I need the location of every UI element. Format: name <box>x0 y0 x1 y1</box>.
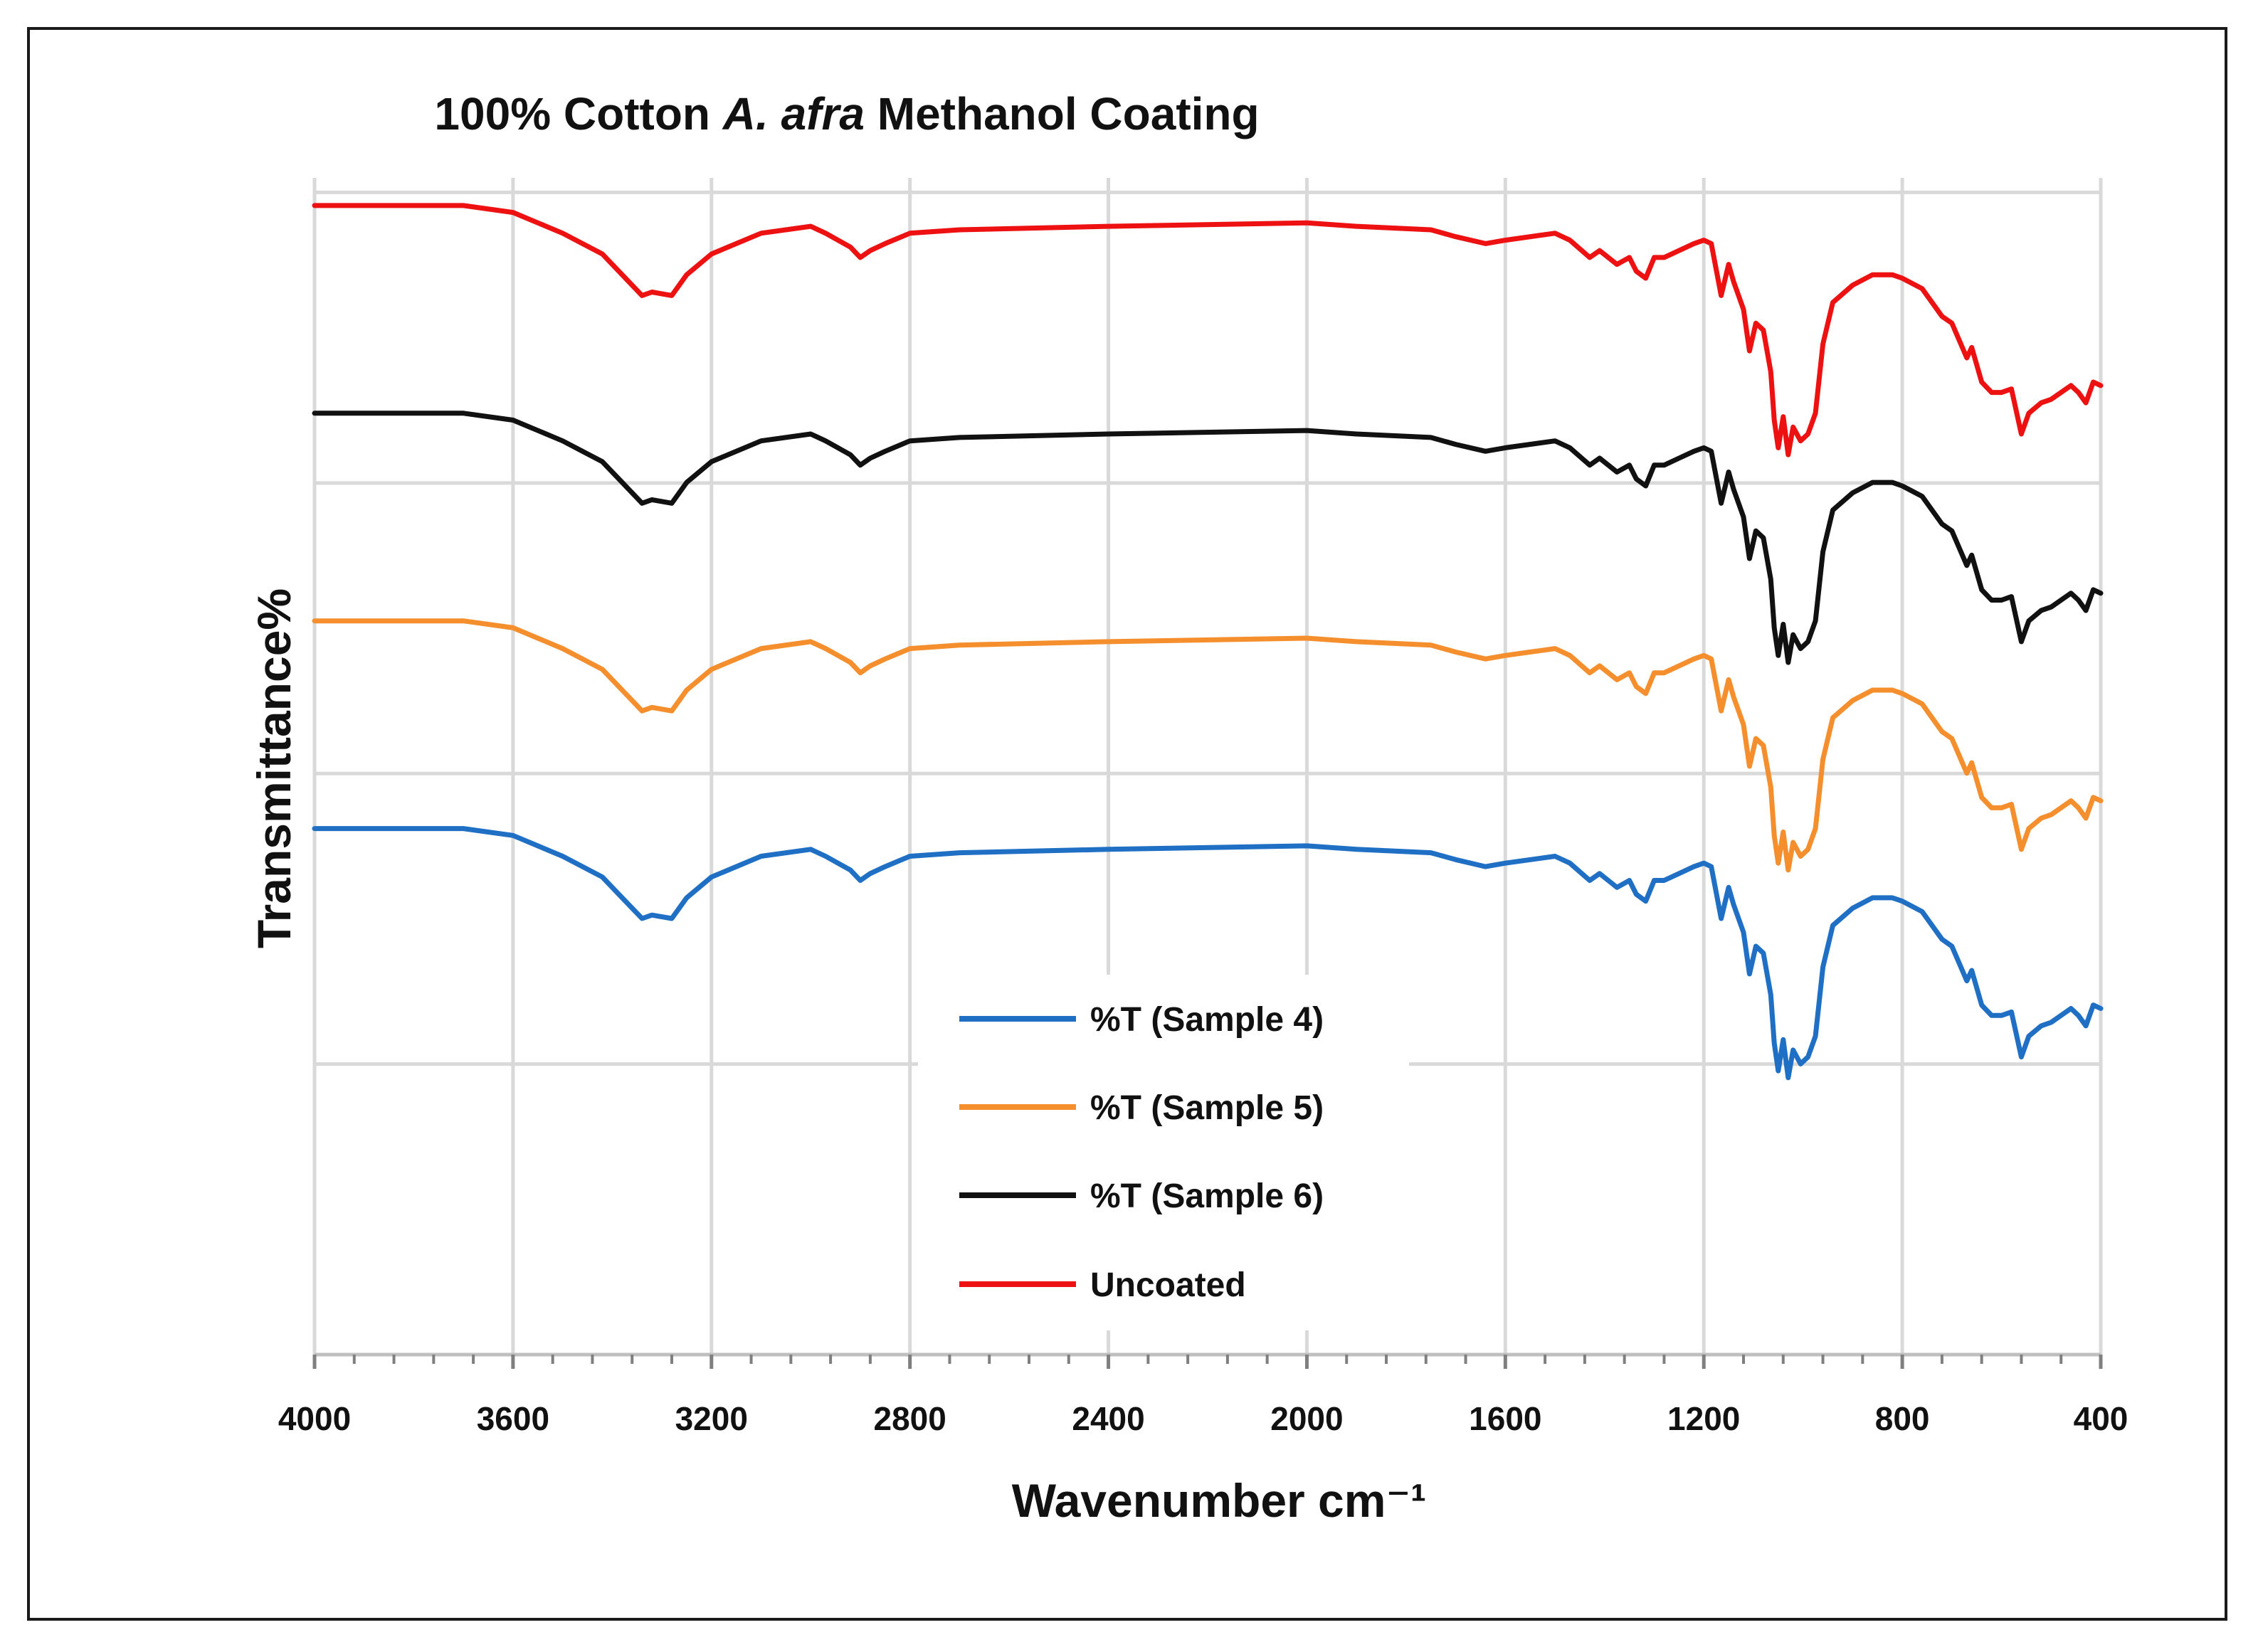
legend-background <box>918 975 1409 1330</box>
legend-label-3: %T (Sample 6) <box>1090 1177 1324 1215</box>
x-tick-label-3600: 3600 <box>477 1400 549 1437</box>
x-tick-label-2400: 2400 <box>1072 1400 1144 1437</box>
x-axis: 4000 3600 3200 2800 2400 2000 1600 1200 800 400 <box>278 1352 2129 1437</box>
series-line-t-sample-6 <box>312 411 2104 665</box>
y-axis-label: Transmittance% <box>248 588 300 948</box>
x-tick-label-3200: 3200 <box>675 1400 748 1437</box>
x-tick-label-1600: 1600 <box>1469 1400 1541 1437</box>
chart-title: 100% Cotton A. afra Methanol Coating <box>434 88 1259 139</box>
legend: %T (Sample 4) %T (Sample 5) %T (Sample 6) U… <box>918 975 1409 1330</box>
x-tick-label-2000: 2000 <box>1270 1400 1343 1437</box>
legend-label-2: %T (Sample 5) <box>1090 1089 1324 1127</box>
x-tick-label-1200: 1200 <box>1667 1400 1740 1437</box>
x-tick-label-4000: 4000 <box>278 1400 351 1437</box>
series-line-t-sample-4 <box>312 826 2104 1081</box>
series-line-t-sample-5 <box>312 618 2104 873</box>
x-tick-label-2800: 2800 <box>873 1400 946 1437</box>
legend-label-4: Uncoated <box>1090 1266 1246 1304</box>
series-line-uncoated <box>312 203 2104 457</box>
series-group <box>312 203 2104 1081</box>
legend-label-1: %T (Sample 4) <box>1090 1001 1324 1039</box>
x-axis-label: Wavenumber cm⁻¹ <box>1012 1474 1427 1527</box>
x-tick-label-800: 800 <box>1875 1400 1930 1437</box>
x-tick-label-400: 400 <box>2074 1400 2129 1437</box>
